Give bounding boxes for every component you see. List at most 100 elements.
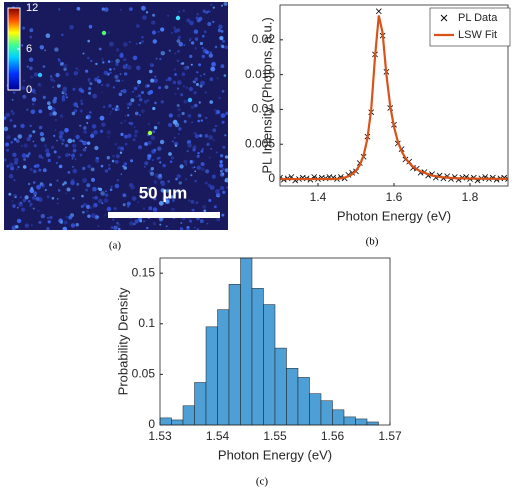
histogram-bar <box>263 304 276 426</box>
speck <box>191 209 195 212</box>
speck <box>191 166 194 169</box>
speck <box>134 134 138 138</box>
speck <box>155 57 158 60</box>
speck <box>85 188 89 192</box>
speck <box>33 144 37 148</box>
histogram-bar <box>309 393 322 426</box>
speck <box>103 198 109 203</box>
speck <box>168 123 173 127</box>
speck <box>134 219 139 224</box>
speck <box>130 98 135 103</box>
image-specks <box>4 2 228 230</box>
speck <box>127 114 130 117</box>
speck <box>165 79 168 82</box>
speck <box>51 145 55 149</box>
speck <box>62 88 67 94</box>
speck <box>32 207 35 210</box>
speck <box>151 30 157 35</box>
speck <box>10 166 15 171</box>
speck <box>183 65 189 71</box>
speck <box>157 174 163 180</box>
speck <box>56 197 59 200</box>
speck <box>185 178 187 181</box>
speck <box>59 138 62 141</box>
speck <box>80 205 84 208</box>
speck <box>146 84 150 88</box>
speck <box>117 79 121 83</box>
speck <box>194 77 198 81</box>
speck <box>49 183 53 187</box>
speck <box>54 129 57 132</box>
y-tick-label: 0.1 <box>138 316 155 330</box>
speck <box>33 191 38 196</box>
speck <box>171 207 175 212</box>
speck <box>195 83 199 86</box>
speck <box>178 10 181 13</box>
y-tick-label: 0.01 <box>252 102 276 116</box>
speck <box>117 146 121 150</box>
speck <box>109 41 114 47</box>
speck <box>45 148 50 153</box>
legend-label: LSW Fit <box>458 29 497 41</box>
speck <box>72 87 76 91</box>
speck <box>178 41 183 47</box>
speck <box>61 62 65 65</box>
speck <box>61 95 65 99</box>
speck <box>130 185 135 190</box>
speck <box>143 99 148 104</box>
speck <box>39 45 44 50</box>
x-axis-label: Photon Energy (eV) <box>337 208 451 223</box>
speck <box>62 183 65 186</box>
speck <box>10 141 14 144</box>
speck <box>187 114 192 118</box>
speck <box>174 29 178 33</box>
speck <box>209 77 214 82</box>
speck <box>138 145 142 150</box>
speck <box>214 45 218 49</box>
speck <box>88 87 92 91</box>
speck <box>200 150 204 153</box>
speck <box>160 181 166 187</box>
speck <box>49 112 53 117</box>
speck <box>112 154 115 158</box>
speck <box>205 116 208 120</box>
speck <box>156 157 160 160</box>
speck <box>122 193 127 198</box>
speck <box>57 189 61 192</box>
speck <box>180 93 184 97</box>
speck <box>12 204 16 208</box>
speck <box>115 79 118 82</box>
speck <box>149 90 154 94</box>
speck <box>29 205 32 207</box>
y-tick-label: 0.02 <box>252 32 276 46</box>
speck <box>189 20 194 26</box>
speck <box>103 215 106 217</box>
speck <box>83 130 87 134</box>
speck <box>91 124 97 129</box>
speck <box>101 83 104 87</box>
speck <box>150 78 155 83</box>
scale-bar <box>108 212 220 218</box>
speck <box>101 122 106 127</box>
speck <box>212 20 215 24</box>
speck <box>193 29 199 34</box>
speck <box>87 79 91 83</box>
speck <box>14 157 19 163</box>
speck <box>97 79 102 84</box>
speck <box>208 199 212 202</box>
speck <box>185 86 188 89</box>
speck <box>187 143 192 148</box>
speck <box>176 174 181 179</box>
speck <box>94 145 99 151</box>
speck <box>13 179 16 182</box>
speck <box>27 152 31 156</box>
speck <box>17 165 20 169</box>
speck <box>89 206 93 210</box>
speck <box>29 35 33 39</box>
speck <box>217 28 222 33</box>
speck <box>109 68 112 71</box>
speck <box>121 79 124 82</box>
speck <box>101 57 104 61</box>
speck <box>208 156 211 159</box>
